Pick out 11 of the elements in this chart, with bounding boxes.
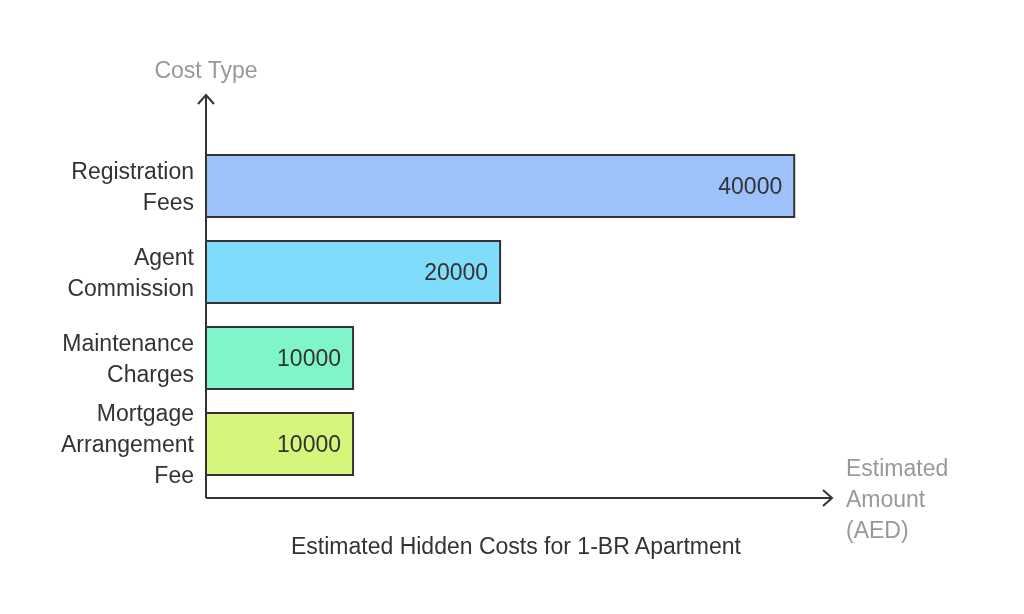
y-tick-label: Agent Commission — [67, 243, 195, 301]
y-tick-label: Mortgage Arrangement Fee — [61, 400, 195, 488]
data-label: 10000 — [277, 345, 342, 371]
y-tick-label: Registration Fees — [71, 157, 194, 215]
y-tick-label: Maintenance Charges — [62, 329, 194, 387]
text: Estimated Hidden Costs for 1-BR Apartment — [291, 533, 742, 559]
data-label: 40000 — [718, 173, 783, 199]
x-axis-title: Estimated Amount (AED) — [846, 455, 949, 543]
data-label: 10000 — [277, 431, 342, 457]
data-label: 20000 — [424, 259, 489, 285]
y-axis-title: Cost Type — [154, 57, 258, 83]
